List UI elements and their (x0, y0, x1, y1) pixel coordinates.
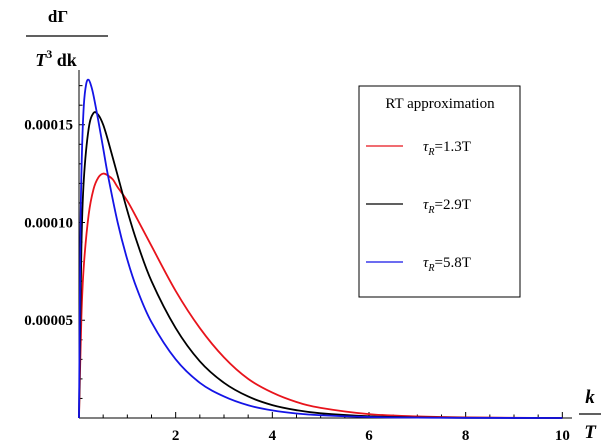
x-tick-label: 4 (269, 428, 277, 444)
x-tick-label: 6 (365, 428, 373, 444)
y-tick-label: 0.00005 (24, 313, 73, 329)
y-axis-label: dΓ T3 dk (26, 7, 108, 70)
x-tick-label: 2 (172, 428, 180, 444)
series-line-1 (78, 172, 563, 419)
x-axis-label-numerator: k (585, 387, 595, 408)
series-lines (78, 78, 563, 419)
x-axis-label: k T (579, 387, 601, 443)
axis-ticks: 2 4 6 8 10 0.00005 0.00010 0.00015 (24, 85, 570, 444)
legend-label-2: τR=2.9T (423, 197, 471, 216)
y-axis-label-denominator: T3 dk (35, 47, 77, 70)
y-axis-label-numerator: dΓ (48, 7, 68, 26)
legend-label-3: τR=5.8T (423, 255, 471, 274)
legend-items: τR=1.3T τR=2.9T τR=5.8T (366, 139, 471, 274)
x-tick-label: 8 (462, 428, 470, 444)
y-tick-label: 0.00010 (24, 215, 73, 231)
series-line-3 (78, 78, 563, 419)
legend-label-1: τR=1.3T (423, 139, 471, 158)
y-tick-label: 0.00015 (24, 118, 73, 134)
legend: RT approximation τR=1.3T τR=2.9T τR=5.8T (358, 85, 521, 298)
x-axis-label-denominator: T (584, 422, 597, 443)
legend-title: RT approximation (385, 96, 495, 112)
x-tick-label: 10 (555, 428, 570, 444)
